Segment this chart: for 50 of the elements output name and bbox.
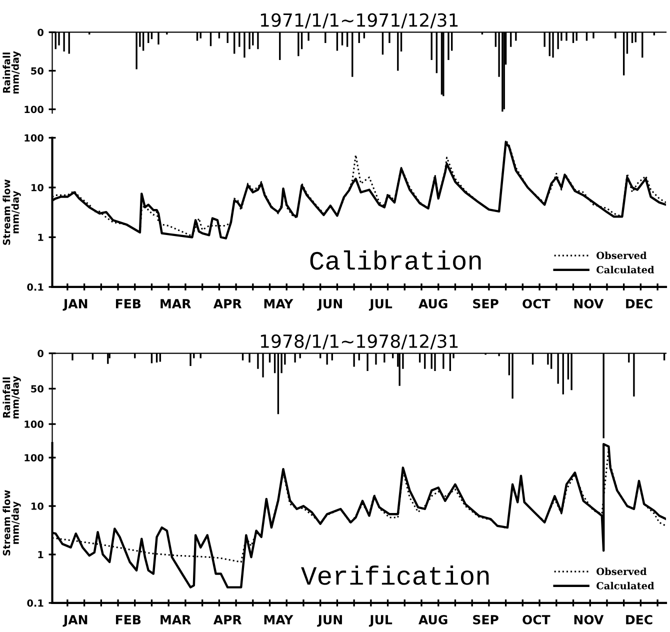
legend-label: Observed [596, 252, 647, 260]
y-tick-label: 100 [24, 106, 44, 114]
x-tick-label: SEP [473, 298, 498, 308]
y-tick-label: 0 [38, 28, 44, 36]
x-tick-label: APR [213, 615, 242, 624]
y-axis-title: Stream flow mm/day [2, 490, 21, 556]
x-tick-label: NOV [574, 614, 604, 624]
x-tick-label: DEC [626, 298, 652, 308]
legend-label: Calculated [596, 266, 654, 274]
y-tick-label: 100 [24, 134, 44, 142]
annotation: Calibration [310, 250, 481, 270]
chart-title: 1971/1/1~1971/12/31 [260, 13, 458, 28]
legend-label: Calculated [596, 582, 654, 590]
x-tick-label: OCT [522, 614, 550, 624]
x-tick-label: JUL [368, 615, 392, 627]
y-tick-label: 100 [24, 420, 44, 428]
y-tick-label: 100 [24, 454, 44, 462]
x-tick-label: JAN [62, 615, 88, 627]
x-tick-label: JUL [368, 299, 392, 311]
y-tick-label: 1 [38, 551, 44, 558]
y-axis-title: Rainfall mm/day [2, 51, 21, 94]
x-tick-label: AUG [418, 298, 448, 308]
y-tick-label: 10 [31, 184, 44, 192]
x-tick-label: FEB [116, 615, 141, 624]
x-tick-label: SEP [473, 614, 498, 624]
y-axis-title: Stream flow mm/day [2, 180, 21, 245]
x-tick-label: NOV [574, 298, 604, 308]
x-tick-label: MAR [160, 299, 191, 308]
x-tick-label: JAN [62, 299, 88, 311]
y-tick-label: 50 [31, 67, 44, 75]
y-axis-title: Rainfall mm/day [2, 376, 21, 418]
x-tick-label: JUN [317, 615, 342, 627]
legend-label: Observed [596, 568, 647, 576]
x-tick-label: MAY [264, 299, 294, 308]
x-tick-label: JUN [317, 299, 342, 311]
chart-title: 1978/1/1~1978/12/31 [260, 334, 458, 350]
x-tick-label: OCT [522, 298, 550, 308]
x-tick-label: APR [213, 299, 242, 308]
x-tick-label: DEC [626, 614, 652, 624]
y-tick-label: 50 [31, 385, 44, 393]
y-tick-label: 10 [31, 502, 44, 510]
y-tick-label: 1 [38, 234, 44, 241]
y-tick-label: 0.1 [27, 283, 44, 291]
annotation: Verification [301, 566, 489, 585]
x-tick-label: MAY [264, 615, 294, 624]
x-tick-label: MAR [160, 615, 191, 624]
y-tick-label: 0 [38, 350, 44, 358]
x-tick-label: FEB [116, 299, 141, 308]
y-tick-label: 0.1 [27, 599, 44, 607]
x-tick-label: AUG [418, 614, 448, 624]
